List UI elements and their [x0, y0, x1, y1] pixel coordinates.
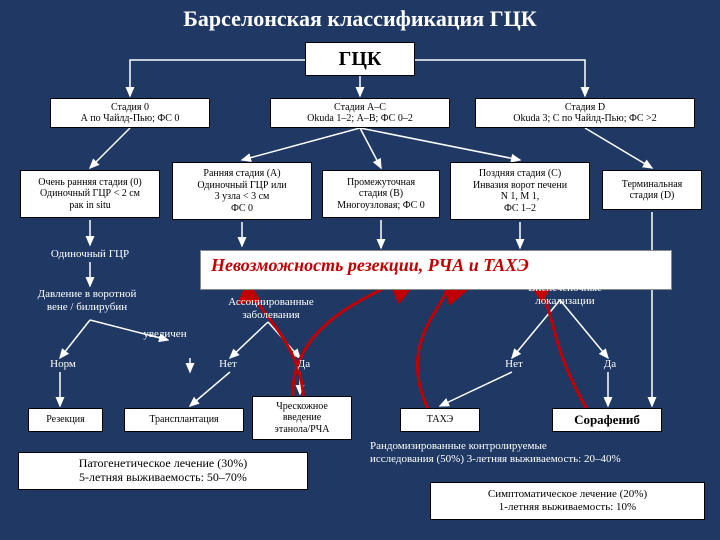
stage-0: Стадия 0А по Чайлд-Пью; ФС 0 — [50, 98, 210, 128]
treatment-sorafenib: Сорафениб — [552, 408, 662, 432]
stage-d: Стадия DOkuda 3; С по Чайлд-Пью; ФС >2 — [475, 98, 695, 128]
substage-0: Очень ранняя стадия (0)Одиночный ГЦР < 2… — [20, 170, 160, 218]
substage-a: Ранняя стадия (А)Одиночный ГЦР или3 узла… — [172, 162, 312, 220]
substage-c: Поздняя стадия (С)Инвазия ворот печениN … — [450, 162, 590, 220]
label-extra: Внепеченочныелокализации — [500, 282, 630, 308]
substage-b: Промежуточнаястадия (В)Многоузловая; ФС … — [322, 170, 440, 218]
outcome-left: Патогенетическое лечение (30%)5-летняя в… — [18, 452, 308, 490]
label-portal-pressure: Давление в воротнойвене / билирубин — [12, 288, 162, 314]
outcome-mid: Рандомизированные контролируемыеисследов… — [370, 440, 705, 476]
label-norm: Норм — [38, 358, 88, 371]
label-assoc: Ассоциированныезаболевания — [206, 296, 336, 322]
treatment-resection: Резекция — [28, 408, 103, 432]
label-single-gcr: Одиночный ГЦР — [20, 248, 160, 261]
label-no: Нет — [208, 358, 248, 371]
stage-ac: Стадия А–СOkuda 1–2; А–В; ФС 0–2 — [270, 98, 450, 128]
page-title: Барселонская классификация ГЦК — [0, 0, 720, 36]
outcome-right: Симптоматическое лечение (20%)1-летняя в… — [430, 482, 705, 520]
treatment-pct: Чрескожноевведениеэтанола/РЧА — [252, 396, 352, 440]
treatment-transplant: Трансплантация — [124, 408, 244, 432]
label-yes2: Да — [590, 358, 630, 371]
label-no2: Нет — [494, 358, 534, 371]
label-yes: Да — [284, 358, 324, 371]
root-node: ГЦК — [305, 42, 415, 76]
label-increased: увеличен — [130, 328, 200, 341]
treatment-tace: ТАХЭ — [400, 408, 480, 432]
substage-d: Терминальнаястадия (D) — [602, 170, 702, 210]
